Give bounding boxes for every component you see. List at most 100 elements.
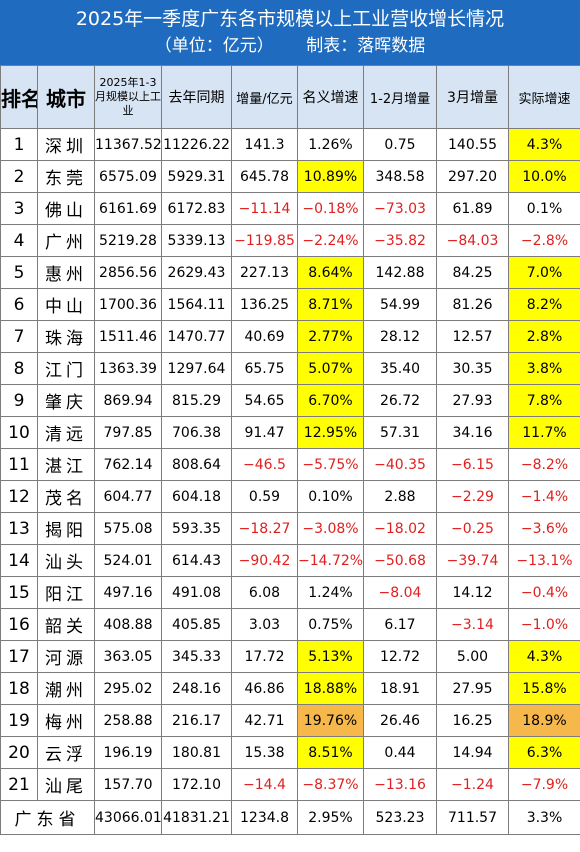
cell-city: 阳江	[37, 576, 95, 609]
cell-last-year: 405.85	[161, 608, 232, 641]
col-header-jan-feb-increase: 1-2月增量	[363, 65, 437, 129]
cell-jan-feb-increase: 28.12	[363, 320, 437, 353]
cell-increase: 40.69	[231, 320, 298, 353]
cell-nominal-growth: 0.75%	[297, 608, 364, 641]
cell-nominal-growth: 1.24%	[297, 576, 364, 609]
table-row: 13 揭阳 575.08 593.35 −18.27 −3.08% −18.02 −0.25−…	[0, 512, 580, 545]
cell-rank: 4	[0, 224, 38, 257]
cell-jan-feb-increase: −40.35	[363, 448, 437, 481]
cell-last-year: 345.33	[161, 640, 232, 673]
cell-city: 惠州	[37, 256, 95, 289]
cell-real-growth: −3.6%	[508, 512, 580, 545]
table-row: 19 梅州 258.88 216.17 42.71 19.76% 26.46 16.25 18.…	[0, 704, 580, 737]
cell-rank: 5	[0, 256, 38, 289]
cell-nominal-growth: 8.71%	[297, 288, 364, 321]
cell-rank: 8	[0, 352, 38, 385]
cell-jan-feb-increase: 142.88	[363, 256, 437, 289]
cell-nominal-growth: 2.77%	[297, 320, 364, 353]
cell-rank: 3	[0, 192, 38, 225]
cell-nominal-growth: 6.70%	[297, 384, 364, 417]
cell-real-growth: 4.3%	[508, 128, 580, 161]
cell-real-growth: 3.8%	[508, 352, 580, 385]
cell-rank: 16	[0, 608, 38, 641]
cell-increase: −90.42	[231, 544, 298, 577]
cell-increase: 136.25	[231, 288, 298, 321]
cell-last-year: 593.35	[161, 512, 232, 545]
cell-rank: 7	[0, 320, 38, 353]
cell-revenue: 797.85	[94, 416, 162, 449]
cell-jan-feb-increase: −18.02	[363, 512, 437, 545]
cell-city: 东莞	[37, 160, 95, 193]
cell-city: 佛山	[37, 192, 95, 225]
cell-nominal-growth: 10.89%	[297, 160, 364, 193]
col-header-nominal-growth: 名义增速	[297, 65, 364, 129]
table-row: 5 惠州 2856.56 2629.43 227.13 8.64% 142.88 84.25 7…	[0, 256, 580, 289]
cell-last-year: 808.64	[161, 448, 232, 481]
cell-jan-feb-increase: 348.58	[363, 160, 437, 193]
cell-last-year: 216.17	[161, 704, 232, 737]
cell-revenue: 258.88	[94, 704, 162, 737]
cell-jan-feb-increase: 54.99	[363, 288, 437, 321]
header-row: 排名 城市 2025年1-3月规模以上工业 去年同期 增量/亿元 名义增速 1-…	[0, 65, 580, 129]
table-row: 2 东莞 6575.09 5929.31 645.78 10.89% 348.58 297.2…	[0, 160, 580, 193]
cell-revenue: 6161.69	[94, 192, 162, 225]
cell-march-increase: −1.24	[436, 768, 509, 801]
cell-jan-feb-increase: 0.44	[363, 736, 437, 769]
cell-increase: 15.38	[231, 736, 298, 769]
table-row: 4 广州 5219.28 5339.13 −119.85 −2.24% −35.82 −84.…	[0, 224, 580, 257]
cell-nominal-growth: 1.26%	[297, 128, 364, 161]
cell-march-increase: 12.57	[436, 320, 509, 353]
cell-rank: 1	[0, 128, 38, 161]
cell-increase: 42.71	[231, 704, 298, 737]
cell-rank: 10	[0, 416, 38, 449]
table-row: 14 汕头 524.01 614.43 −90.42 −14.72% −50.68 −39.7…	[0, 544, 580, 577]
cell-real-growth: −7.9%	[508, 768, 580, 801]
table-row: 11 湛江 762.14 808.64 −46.5 −5.75% −40.35 −6.15 −8…	[0, 448, 580, 481]
cell-revenue: 408.88	[94, 608, 162, 641]
cell-rank: 18	[0, 672, 38, 705]
table-row: 10 清远 797.85 706.38 91.47 12.95% 57.31 34.16 11.…	[0, 416, 580, 449]
cell-revenue: 295.02	[94, 672, 162, 705]
cell-city: 广州	[37, 224, 95, 257]
cell-real-growth: 15.8%	[508, 672, 580, 705]
cell-real-growth: 4.3%	[508, 640, 580, 673]
total-increase: 1234.8	[231, 800, 298, 835]
cell-nominal-growth: 19.76%	[297, 704, 364, 737]
cell-last-year: 604.18	[161, 480, 232, 513]
cell-increase: 54.65	[231, 384, 298, 417]
cell-city: 潮州	[37, 672, 95, 705]
cell-revenue: 604.77	[94, 480, 162, 513]
cell-last-year: 2629.43	[161, 256, 232, 289]
cell-rank: 11	[0, 448, 38, 481]
cell-real-growth: 18.9%	[508, 704, 580, 737]
cell-rank: 14	[0, 544, 38, 577]
cell-increase: 3.03	[231, 608, 298, 641]
cell-revenue: 5219.28	[94, 224, 162, 257]
cell-nominal-growth: 8.51%	[297, 736, 364, 769]
table-row: 20 云浮 196.19 180.81 15.38 8.51% 0.44 14.94 6.3%	[0, 736, 580, 769]
cell-city: 茂名	[37, 480, 95, 513]
cell-increase: −119.85	[231, 224, 298, 257]
cell-march-increase: 16.25	[436, 704, 509, 737]
cell-city: 云浮	[37, 736, 95, 769]
table-row: 21 汕尾 157.70 172.10 −14.4 −8.37% −13.16 −1.24 −7…	[0, 768, 580, 801]
table-row: 12 茂名 604.77 604.18 0.59 0.10% 2.88 −2.29 −1.4%	[0, 480, 580, 513]
cell-jan-feb-increase: −50.68	[363, 544, 437, 577]
cell-city: 汕尾	[37, 768, 95, 801]
cell-nominal-growth: 0.10%	[297, 480, 364, 513]
cell-last-year: 1564.11	[161, 288, 232, 321]
cell-revenue: 1363.39	[94, 352, 162, 385]
cell-city: 中山	[37, 288, 95, 321]
cell-revenue: 869.94	[94, 384, 162, 417]
cell-rank: 20	[0, 736, 38, 769]
cell-rank: 6	[0, 288, 38, 321]
total-march-increase: 711.57	[436, 800, 509, 835]
cell-increase: 17.72	[231, 640, 298, 673]
cell-last-year: 172.10	[161, 768, 232, 801]
cell-nominal-growth: −2.24%	[297, 224, 364, 257]
cell-nominal-growth: −3.08%	[297, 512, 364, 545]
table-body: 1 深圳 11367.52 11226.22 141.3 1.26% 0.75 140.55 4…	[0, 128, 580, 835]
cell-increase: 645.78	[231, 160, 298, 193]
total-revenue: 43066.01	[94, 800, 162, 835]
cell-last-year: 706.38	[161, 416, 232, 449]
